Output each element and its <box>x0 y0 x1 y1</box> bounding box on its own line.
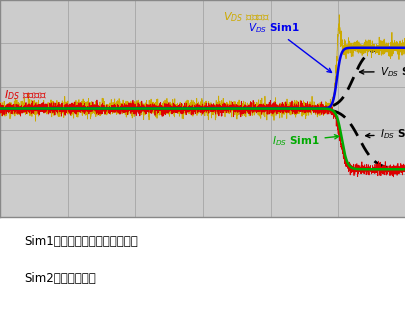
Text: Sim1：実測波形に基づくモデル: Sim1：実測波形に基づくモデル <box>24 235 138 248</box>
Text: $V_{DS}$ Sim2: $V_{DS}$ Sim2 <box>359 65 405 78</box>
Text: Sim2：一般モデル: Sim2：一般モデル <box>24 272 96 286</box>
Text: $V_{DS}$ 実測波形: $V_{DS}$ 実測波形 <box>223 11 270 24</box>
Text: $I_{DS}$ Sim2: $I_{DS}$ Sim2 <box>365 128 405 141</box>
Text: $I_{DS}$ Sim1: $I_{DS}$ Sim1 <box>271 134 338 148</box>
Text: $I_{DS}$ 実測波形: $I_{DS}$ 実測波形 <box>4 89 47 102</box>
Text: $V_{DS}$ Sim1: $V_{DS}$ Sim1 <box>247 21 331 73</box>
